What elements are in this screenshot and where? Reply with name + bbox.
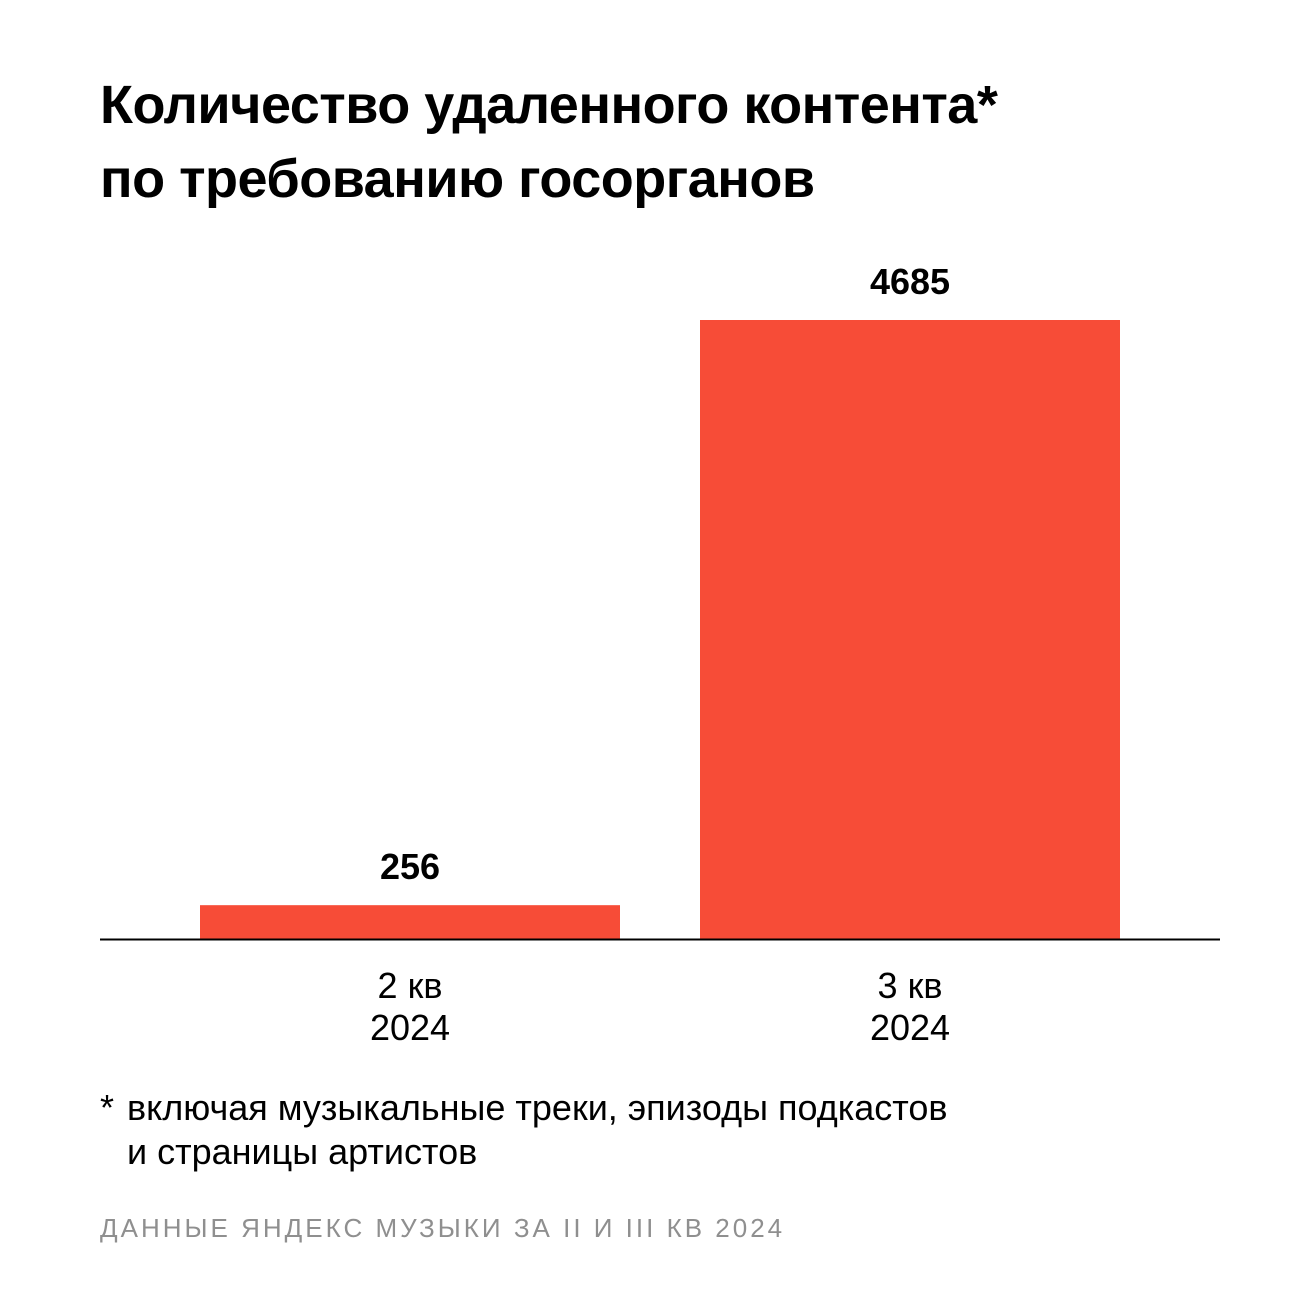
- data-label-2: 4685: [870, 261, 950, 302]
- chart-title-line-1: Количество удаленного контента*: [100, 75, 998, 135]
- chart-title: Количество удаленного контента* по требо…: [100, 68, 1250, 216]
- footnote-line-1: включая музыкальные треки, эпизоды подка…: [127, 1087, 948, 1128]
- source-note: ДАННЫЕ ЯНДЕКС МУЗЫКИ ЗА II И III КВ 2024: [100, 1213, 786, 1243]
- footnote-mark: *: [100, 1087, 115, 1128]
- x-tick-label-1-line-2: 2024: [370, 1007, 450, 1048]
- x-tick-label-2-line-1: 3 кв: [878, 965, 943, 1006]
- footnote: * включая музыкальные треки, эпизоды под…: [100, 1086, 1127, 1174]
- footnote-line-2: и страницы артистов: [127, 1131, 478, 1172]
- x-tick-label-1-line-1: 2 кв: [378, 965, 443, 1006]
- data-label-1: 256: [380, 846, 440, 887]
- x-tick-label-2-line-2: 2024: [870, 1007, 950, 1048]
- bar-1: [200, 905, 620, 939]
- chart-title-line-2: по требованию госорганов: [100, 149, 815, 209]
- bar-2: [700, 320, 1120, 939]
